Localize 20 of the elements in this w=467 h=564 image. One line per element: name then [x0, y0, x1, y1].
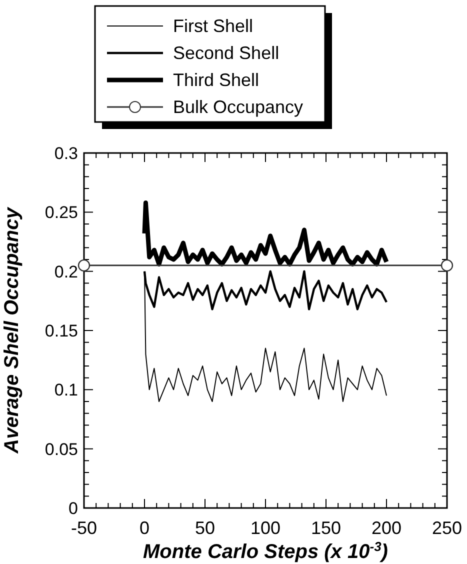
x-tick-label: 0 — [139, 518, 150, 538]
y-tick-label: 0.1 — [54, 380, 78, 400]
y-tick-label: 0 — [68, 499, 78, 518]
x-axis-title: Monte Carlo Steps (x 10$^{-3}$) — [143, 538, 388, 563]
legend-label: Bulk Occupancy — [173, 97, 304, 117]
y-tick-label: 0.15 — [44, 322, 78, 340]
x-tick-label: 150 — [310, 518, 342, 538]
x-tick-label: 200 — [371, 518, 402, 538]
x-tick-label: 100 — [250, 518, 281, 538]
y-tick-label: 0.3 — [54, 144, 78, 163]
x-tick-label: -50 — [70, 518, 98, 538]
x-tick-label: 50 — [194, 518, 216, 538]
y-tick-label: 0.2 — [54, 262, 78, 282]
y-tick-label: 0.25 — [44, 203, 78, 222]
y-tick-label: 0.05 — [44, 440, 78, 459]
legend-label: Second Shell — [173, 43, 280, 63]
y-axis-title: Average Shell Occupancy — [1, 206, 23, 454]
legend-label: First Shell — [173, 16, 254, 36]
x-tick-label: 250 — [432, 518, 462, 538]
legend-label: Third Shell — [173, 70, 260, 90]
